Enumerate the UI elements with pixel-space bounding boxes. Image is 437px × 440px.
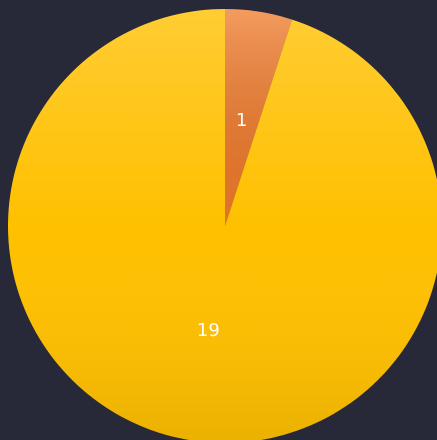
data-label: 19 — [197, 320, 220, 341]
slice-shade — [8, 9, 437, 440]
data-label: 1 — [236, 110, 247, 131]
slice-shade — [225, 9, 293, 226]
